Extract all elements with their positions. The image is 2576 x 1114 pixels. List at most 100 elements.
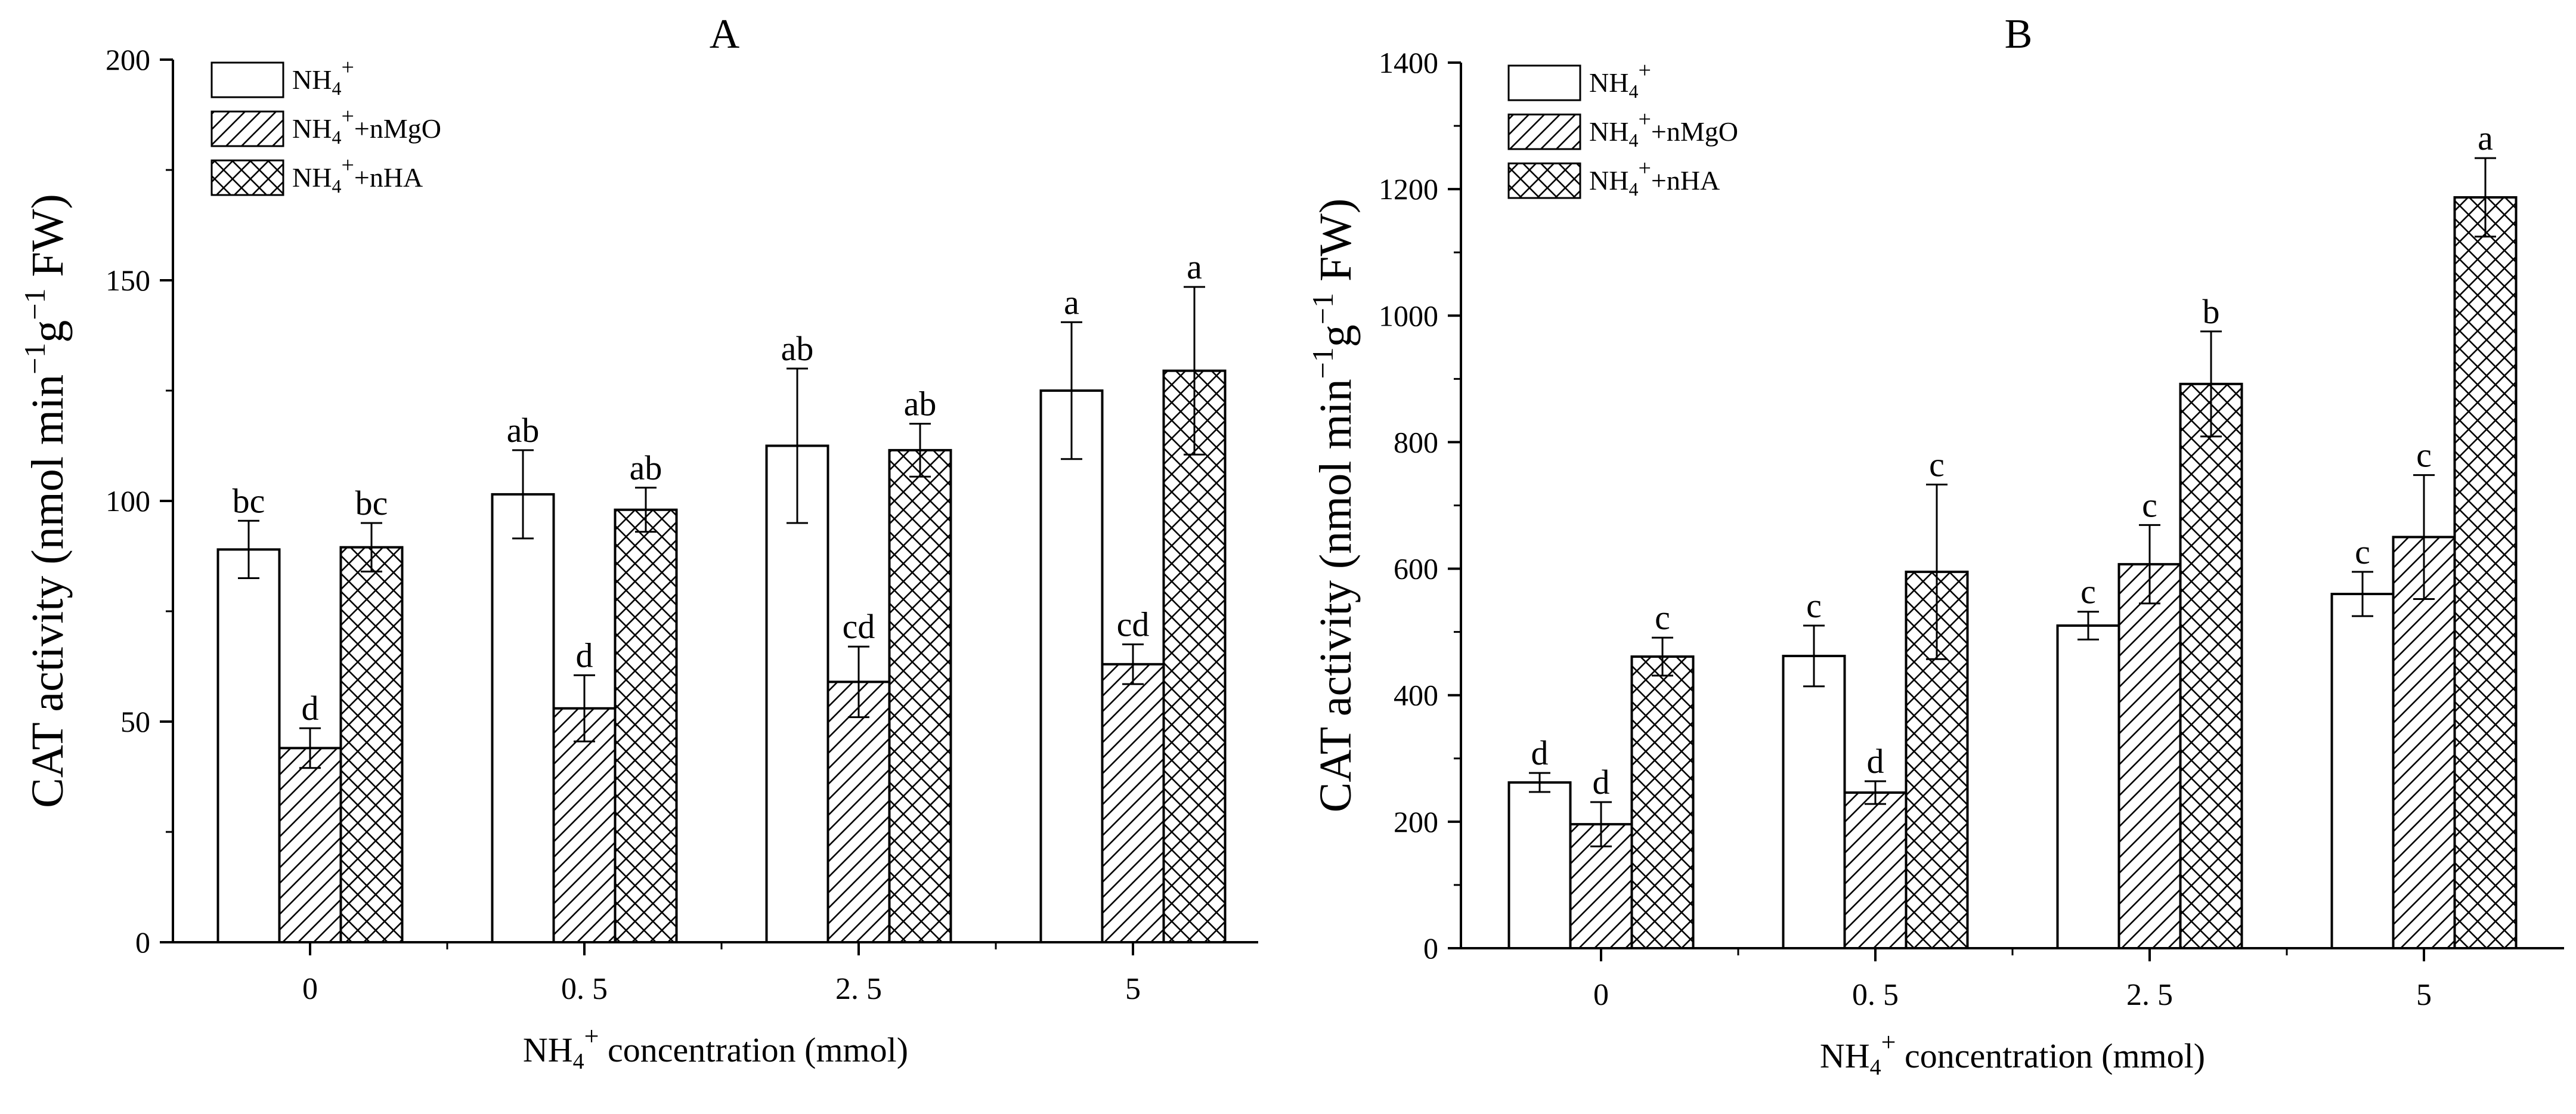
significance-letter: d — [302, 689, 319, 728]
legend-label-subscript: 4 — [1628, 129, 1638, 151]
y-tick-label: 800 — [1394, 425, 1438, 459]
x-axis-title-subscript: 4 — [573, 1049, 584, 1074]
x-tick-label: 5 — [2416, 978, 2432, 1012]
significance-letter: d — [1867, 742, 1884, 781]
x-axis-title-rest: concentration (mmol) — [1896, 1036, 2206, 1075]
legend-swatch — [210, 61, 284, 98]
y-axis-title: CAT activity (nmol min−1g−1 FW) — [18, 194, 73, 808]
y-axis-title-base: CAT activity (nmol min — [23, 375, 73, 808]
legend-swatch — [210, 110, 284, 147]
bar — [216, 548, 281, 943]
y-tick-label: 0 — [135, 926, 150, 959]
legend-label: NH4++nMgO — [1589, 107, 1738, 151]
significance-letter: a — [2478, 119, 2493, 157]
bar — [1162, 369, 1227, 943]
significance-letter: ab — [904, 385, 937, 423]
x-axis-title-rest: concentration (mmol) — [599, 1031, 909, 1069]
significance-letter: c — [1655, 598, 1670, 637]
y-axis-title-rest: FW) — [23, 194, 73, 288]
y-tick-label: 600 — [1394, 552, 1438, 586]
significance-letter: bc — [355, 484, 388, 522]
x-axis-title-superscript: + — [1881, 1028, 1896, 1057]
legend-swatch — [1507, 64, 1581, 101]
legend-label: NH4+ — [1589, 58, 1651, 102]
y-axis-title: CAT activity (nmol min−1g−1 FW) — [1306, 199, 1361, 813]
y-tick-label: 200 — [1394, 805, 1438, 838]
legend-label-base: NH — [1589, 165, 1628, 196]
legend-label-base: NH — [1589, 67, 1628, 98]
y-tick-label: 1200 — [1379, 172, 1438, 206]
bar — [2056, 624, 2120, 950]
significance-letter: a — [1187, 247, 1202, 286]
y-tick-label: 1400 — [1379, 46, 1438, 79]
panel-title: B — [2005, 11, 2033, 57]
legend-label: NH4++nHA — [1589, 156, 1720, 200]
bar — [1630, 655, 1695, 950]
legend-label-superscript: + — [1638, 107, 1651, 132]
legend-label-rest: +nHA — [1651, 165, 1720, 196]
y-tick-label: 200 — [106, 43, 150, 76]
y-axis-title-g: g — [1311, 324, 1361, 347]
legend-label-subscript: 4 — [332, 126, 341, 148]
significance-letter: d — [576, 636, 593, 674]
y-tick-label: 0 — [1423, 932, 1438, 965]
x-axis-title-subscript: 4 — [1870, 1055, 1881, 1080]
x-axis-title-base: NH — [1820, 1036, 1870, 1075]
bar — [2330, 593, 2395, 949]
y-axis-title-superscript: −1 — [18, 289, 51, 320]
significance-letter: c — [2080, 573, 2096, 611]
y-tick-label: 400 — [1394, 679, 1438, 712]
significance-letter: ab — [781, 329, 814, 368]
significance-letter: c — [2355, 533, 2370, 571]
bar — [552, 707, 617, 944]
bar — [826, 680, 891, 944]
legend-swatch — [1507, 162, 1581, 199]
y-axis-title-superscript: −1 — [18, 343, 51, 375]
y-tick-label: 150 — [106, 264, 150, 297]
significance-letter: cd — [1117, 605, 1150, 644]
legend-label-base: NH — [292, 162, 332, 193]
significance-letter: ab — [630, 448, 662, 487]
x-axis-title-base: NH — [523, 1031, 573, 1069]
bar — [2179, 382, 2243, 949]
y-axis-title-superscript: −1 — [1306, 293, 1339, 324]
legend-label-rest: +nMgO — [1651, 116, 1738, 147]
y-axis-title-rest: FW) — [1311, 199, 1361, 293]
legend-label-superscript: + — [341, 104, 354, 129]
y-axis-title-superscript: −1 — [1306, 347, 1339, 379]
legend-label-base: NH — [292, 113, 332, 144]
significance-letter: d — [1531, 734, 1549, 772]
x-tick-label: 0 — [1593, 978, 1609, 1012]
significance-letter: a — [1064, 283, 1079, 321]
panel-a: Abc ab ab a d d cd cd bc ab ab a 0 50 100 150 200 0 0. 5 2.… — [18, 11, 1258, 1074]
bar — [491, 493, 555, 943]
legend-label-superscript: + — [1638, 156, 1651, 181]
x-tick-label: 0. 5 — [561, 972, 608, 1006]
y-tick-label: 50 — [120, 705, 150, 738]
bar — [614, 508, 678, 943]
bar — [888, 448, 952, 943]
y-axis-title-base: CAT activity (nmol min — [1311, 379, 1361, 812]
legend-label-superscript: + — [1638, 58, 1651, 83]
legend-label: NH4++nHA — [292, 153, 423, 197]
significance-letter: c — [1806, 586, 1822, 625]
bar — [1039, 389, 1104, 943]
legend-swatch — [210, 159, 284, 196]
x-axis-title: NH4+ concentration (mmol) — [523, 1022, 908, 1074]
bar — [1507, 781, 1572, 950]
legend-label-subscript: 4 — [332, 78, 341, 99]
x-tick-label: 2. 5 — [2126, 978, 2173, 1012]
bar — [1782, 654, 1846, 949]
significance-letter: d — [1593, 763, 1610, 802]
bar — [278, 747, 342, 944]
significance-letter: c — [2416, 436, 2432, 475]
legend-label-base: NH — [1589, 116, 1628, 147]
y-axis-title-g: g — [23, 320, 73, 343]
panel-b: Bd c c c d d c c c c b a 0 200 400 600 800 1000 1200 1400 0 0… — [1306, 11, 2564, 1080]
x-axis-title: NH4+ concentration (mmol) — [1820, 1028, 2205, 1080]
panel-title: A — [710, 11, 740, 57]
significance-letter: c — [1929, 445, 1945, 484]
significance-letter: b — [2203, 292, 2220, 331]
legend-swatch — [1507, 113, 1581, 150]
